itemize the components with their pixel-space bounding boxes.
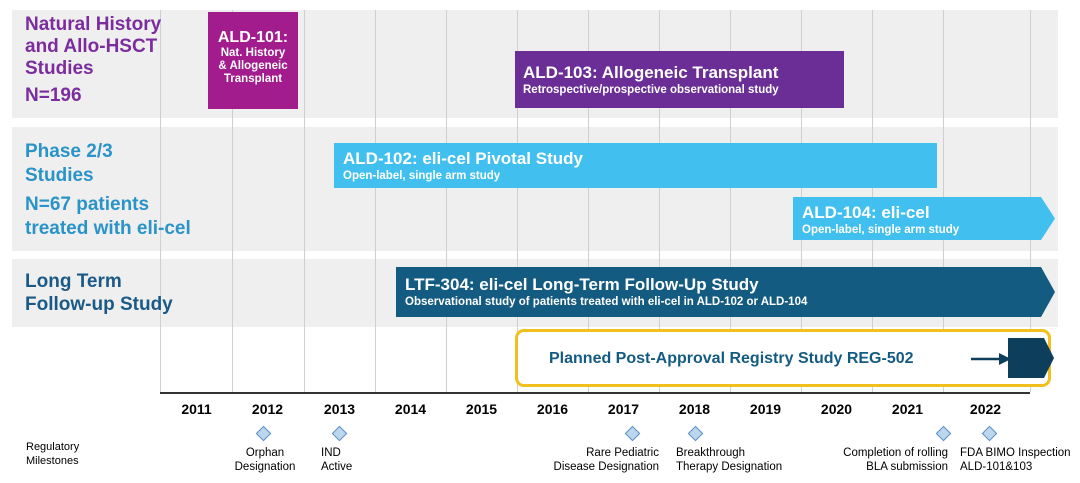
year-label: 2019 <box>749 401 782 417</box>
year-label: 2022 <box>969 401 1002 417</box>
study-bar-ald101: ALD-101: Nat. History & Allogeneic Trans… <box>208 12 298 109</box>
milestone-breakthrough: Breakthrough Therapy Designation <box>676 447 783 473</box>
study-bar-ald104: ALD-104: eli-cel Open-label, single arm … <box>793 197 1055 240</box>
year-label: 2021 <box>891 401 924 417</box>
year-label: 2015 <box>465 401 498 417</box>
reg502-box: Planned Post-Approval Registry Study REG… <box>515 329 1054 387</box>
year-label: 2013 <box>323 401 356 417</box>
ald102-title: ALD-102: eli-cel Pivotal Study <box>343 149 583 168</box>
milestone-orphan-designation: Orphan Designation <box>234 447 296 473</box>
year-label: 2020 <box>820 401 853 417</box>
phase23-n: N=67 patients treated with eli-cel <box>25 194 191 239</box>
ald104-arrow-shape <box>793 197 1055 240</box>
natural-history-n: N=196 <box>25 85 82 106</box>
milestone-diamond-icon <box>935 425 952 442</box>
study-bar-ald103: ALD-103: Allogeneic Transplant Retrospec… <box>515 51 844 108</box>
ald104-subtitle: Open-label, single arm study <box>802 224 960 236</box>
ltf304-subtitle: Observational study of patients treated … <box>405 296 808 308</box>
milestone-rare-pediatric: Rare Pediatric Disease Designation <box>553 447 659 473</box>
milestone-fda-bimo: FDA BIMO Inspection ALD-101&103 <box>960 447 1071 473</box>
reg502-title: Planned Post-Approval Registry Study REG… <box>549 350 914 367</box>
ald103-title: ALD-103: Allogeneic Transplant <box>523 63 779 82</box>
milestone-diamond-icon <box>331 425 348 442</box>
ltf304-arrow-shape <box>396 267 1055 317</box>
milestones-header: Regulatory Milestones <box>26 441 80 467</box>
year-label: 2017 <box>607 401 640 417</box>
milestone-bla-submission: Completion of rolling BLA submission <box>843 447 948 473</box>
year-label: 2014 <box>394 401 427 417</box>
study-bar-ltf304: LTF-304: eli-cel Long-Term Follow-Up Stu… <box>396 267 1055 317</box>
reg502-pointer-icon <box>971 353 1011 365</box>
row-label-natural-history: Natural History and Allo-HSCT Studies N=… <box>25 14 162 106</box>
ald103-subtitle: Retrospective/prospective observational … <box>523 84 779 96</box>
ald104-title: ALD-104: eli-cel <box>802 203 930 222</box>
milestone-diamond-icon <box>624 425 641 442</box>
milestone-diamond-icon <box>981 425 998 442</box>
year-label: 2011 <box>181 401 212 417</box>
milestone-ind-active: IND Active <box>321 447 353 473</box>
ltf304-title: LTF-304: eli-cel Long-Term Follow-Up Stu… <box>405 275 759 294</box>
reg502-arrow-shape <box>1008 338 1054 378</box>
milestone-diamond-icon <box>255 425 272 442</box>
milestone-diamond-icon <box>687 425 704 442</box>
row-label-long-term: Long Term Follow-up Study <box>25 271 173 315</box>
ald102-subtitle: Open-label, single arm study <box>343 170 501 182</box>
row-label-phase23: Phase 2/3 Studies N=67 patients treated … <box>25 141 191 239</box>
study-bar-ald102: ALD-102: eli-cel Pivotal Study Open-labe… <box>334 143 937 188</box>
year-label: 2012 <box>251 401 284 417</box>
year-label: 2016 <box>536 401 569 417</box>
year-label: 2018 <box>678 401 711 417</box>
timeline-axis <box>160 392 1030 394</box>
